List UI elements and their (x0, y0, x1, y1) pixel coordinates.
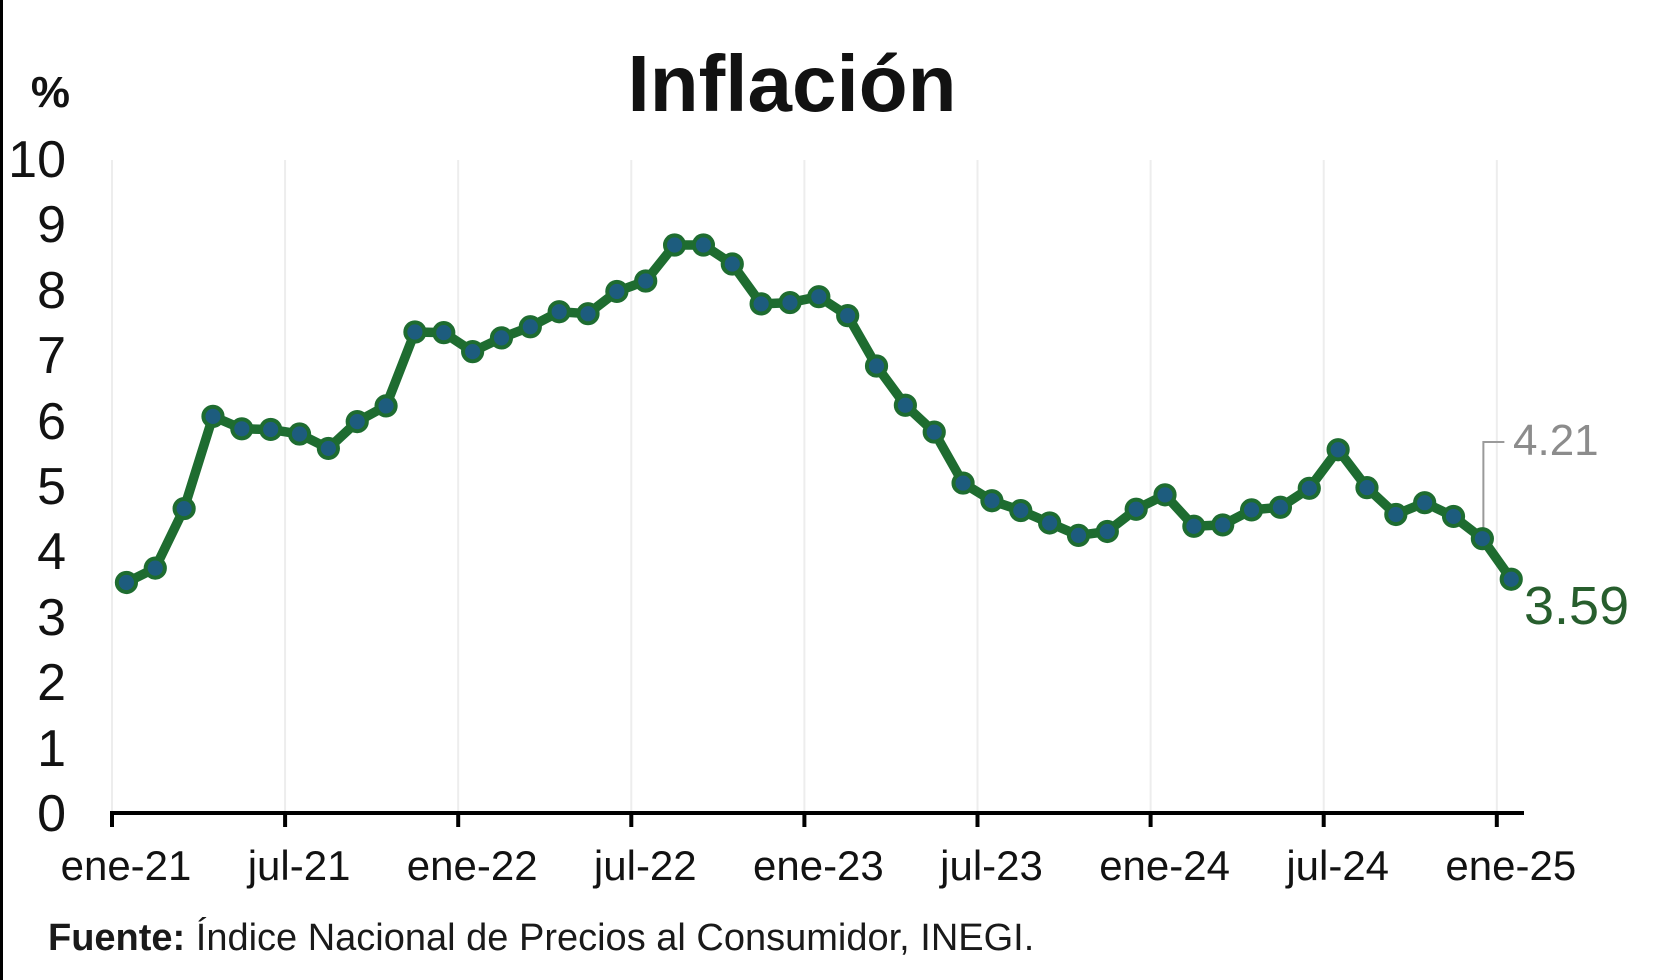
data-point-marker (807, 285, 831, 309)
data-point-marker (461, 340, 485, 364)
data-point-marker (1009, 498, 1033, 523)
data-point-marker (662, 233, 687, 257)
y-axis-unit-label: % (30, 68, 70, 117)
data-point-marker (893, 393, 917, 417)
data-point-marker (316, 436, 340, 461)
data-point-marker (432, 321, 456, 345)
data-point-marker (345, 410, 369, 434)
data-point-marker (1239, 498, 1264, 522)
data-point-marker (922, 420, 946, 444)
data-point-marker (489, 326, 514, 350)
data-point-marker (1326, 438, 1350, 462)
callout-line (1482, 441, 1505, 536)
y-axis-tick-label: 5 (37, 458, 66, 516)
y-axis-tick-label: 3 (37, 588, 66, 647)
data-point-marker (114, 570, 139, 595)
y-axis-tick-label: 0 (37, 785, 66, 843)
data-point-marker (980, 489, 1004, 513)
data-point-marker (634, 269, 658, 293)
left-frame-border (0, 0, 3, 980)
data-point-marker (201, 404, 225, 428)
x-axis-tick-label: jul-21 (247, 842, 351, 889)
source-label: Fuente: (48, 917, 186, 959)
data-point-marker (259, 417, 283, 442)
y-axis-tick-label: 8 (37, 261, 66, 320)
data-point-marker (1384, 502, 1408, 527)
data-point-marker (864, 354, 889, 378)
data-point-marker (1297, 476, 1321, 500)
source-citation: Fuente: Índice Nacional de Precios al Co… (48, 916, 1034, 960)
y-axis-tick-label: 4 (37, 523, 66, 582)
x-axis-tick-label: ene-21 (60, 842, 192, 889)
data-point-marker (1355, 476, 1379, 500)
data-point-marker (1470, 527, 1494, 551)
data-point-marker (605, 279, 629, 304)
x-axis-tick-label: ene-25 (1445, 842, 1577, 889)
data-point-marker (720, 252, 744, 276)
data-point-marker (836, 304, 860, 328)
data-point-marker (1066, 523, 1091, 547)
x-axis-tick-label: ene-23 (753, 842, 884, 889)
data-point-marker (1124, 497, 1148, 521)
y-axis-tick-label: 7 (37, 327, 66, 386)
data-point-marker (951, 471, 975, 495)
data-point-marker (287, 422, 312, 446)
data-point-marker (749, 292, 773, 316)
data-point-marker (1499, 567, 1523, 591)
latest-value-annotation: 3.59 (1524, 576, 1630, 636)
data-point-marker (576, 302, 600, 326)
data-point-marker (1211, 513, 1235, 537)
data-point-marker (1441, 504, 1466, 529)
data-point-marker (403, 320, 427, 344)
data-point-marker (778, 290, 802, 315)
y-axis-tick-label: 6 (37, 392, 66, 451)
source-text: Índice Nacional de Precios al Consumidor… (185, 917, 1035, 959)
y-axis-tick-label: 1 (37, 719, 66, 778)
x-axis-tick-label: jul-24 (1286, 842, 1390, 889)
x-axis-tick-label: ene-24 (1099, 842, 1230, 889)
data-point-marker (1182, 514, 1206, 538)
x-axis-tick-label: jul-22 (593, 842, 697, 889)
data-point-marker (374, 394, 398, 418)
data-point-marker (547, 300, 571, 324)
data-point-marker (518, 315, 542, 339)
y-axis-tick-label: 2 (37, 654, 66, 713)
data-point-marker (1095, 519, 1119, 544)
chart-title: Inflación (627, 39, 957, 128)
x-axis-tick-label: jul-23 (940, 842, 1043, 889)
x-axis-tick-label: ene-22 (406, 842, 538, 889)
data-point-marker (1038, 511, 1062, 535)
data-point-marker (1268, 495, 1293, 519)
data-point-marker (1153, 483, 1177, 507)
y-axis-tick-label: 9 (37, 196, 66, 255)
data-point-marker (691, 233, 716, 257)
data-point-marker (1413, 491, 1437, 515)
y-axis-tick-label: 10 (8, 131, 66, 189)
data-point-marker (143, 556, 167, 580)
data-point-marker (172, 496, 196, 521)
data-point-marker (230, 417, 254, 441)
previous-value-annotation: 4.21 (1513, 416, 1599, 465)
